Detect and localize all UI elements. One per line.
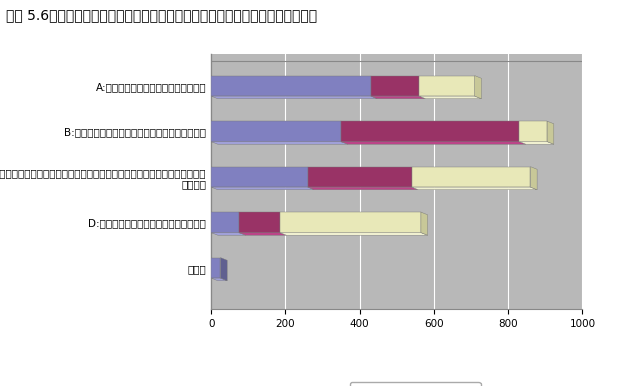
Bar (211, 76, 371, 96)
Polygon shape (419, 96, 481, 99)
Polygon shape (239, 233, 287, 235)
Bar (239, 212, 280, 233)
Polygon shape (421, 212, 428, 235)
Bar (308, 167, 412, 187)
Bar (412, 167, 531, 187)
Polygon shape (475, 76, 481, 99)
Bar (211, 257, 220, 278)
Bar (341, 121, 519, 142)
Polygon shape (211, 96, 378, 99)
Bar (519, 121, 547, 142)
Polygon shape (547, 121, 554, 144)
Bar (211, 167, 308, 187)
Bar (419, 76, 475, 96)
Polygon shape (211, 233, 246, 235)
Text: 図表 5.6　検索を行う際に重点的に時間を掛ける内容と時間の無駄を感じる内容: 図表 5.6 検索を行う際に重点的に時間を掛ける内容と時間の無駄を感じる内容 (6, 8, 317, 22)
Legend: 1位, 2位, 3位: 1位, 2位, 3位 (350, 382, 481, 386)
Polygon shape (519, 142, 554, 144)
Bar (280, 212, 421, 233)
Polygon shape (211, 142, 348, 144)
Polygon shape (308, 187, 419, 190)
Polygon shape (211, 278, 227, 281)
Polygon shape (412, 187, 537, 190)
Polygon shape (220, 257, 227, 281)
Polygon shape (341, 142, 526, 144)
Bar (371, 76, 419, 96)
Polygon shape (531, 167, 537, 190)
Polygon shape (280, 233, 428, 235)
Polygon shape (371, 96, 426, 99)
Polygon shape (211, 187, 314, 190)
Bar (211, 212, 239, 233)
Bar (211, 121, 341, 142)
